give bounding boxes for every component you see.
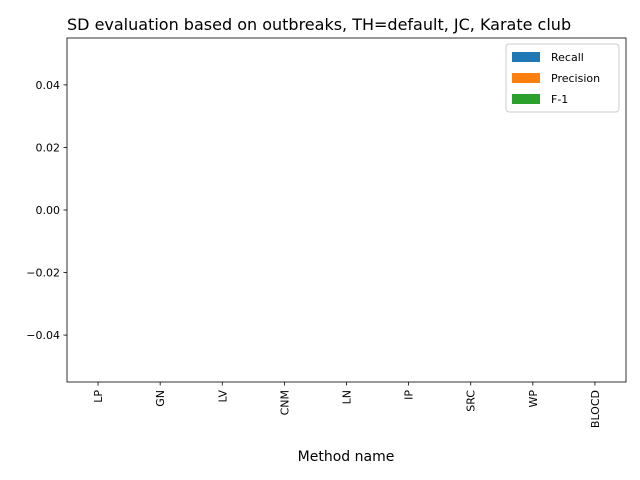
chart-title: SD evaluation based on outbreaks, TH=def… xyxy=(67,15,571,34)
x-tick-label: CNM xyxy=(278,390,291,415)
x-axis: LP GN LV CNM LN IP SRC WP BLOCD xyxy=(92,382,602,428)
chart-title-group: SD evaluation based on outbreaks, TH=def… xyxy=(67,15,571,34)
legend-swatch xyxy=(512,73,540,83)
x-tick-label: SRC xyxy=(465,390,478,412)
y-tick-label: −0.04 xyxy=(26,329,60,342)
x-tick-label: IP xyxy=(403,390,416,400)
x-tick-label: WP xyxy=(527,390,540,408)
x-tick-label: LV xyxy=(216,390,229,403)
y-tick-label: −0.02 xyxy=(26,267,60,280)
x-axis-label: Method name xyxy=(298,449,395,465)
y-tick-label: 0.02 xyxy=(36,141,61,154)
y-axis: 0.04 0.02 0.00 −0.02 −0.04 xyxy=(26,79,67,342)
x-tick-label: BLOCD xyxy=(589,390,602,428)
legend-label: Precision xyxy=(551,72,600,85)
legend-label: Recall xyxy=(551,51,584,64)
legend-swatch xyxy=(512,52,540,62)
legend: Recall Precision F-1 xyxy=(505,43,620,113)
legend-label: F-1 xyxy=(551,93,568,106)
legend-swatch xyxy=(512,94,540,104)
x-tick-label: LN xyxy=(341,390,354,404)
x-tick-label: GN xyxy=(154,390,167,407)
x-tick-label: LP xyxy=(92,390,105,403)
y-tick-label: 0.00 xyxy=(36,204,61,217)
y-tick-label: 0.04 xyxy=(36,79,61,92)
